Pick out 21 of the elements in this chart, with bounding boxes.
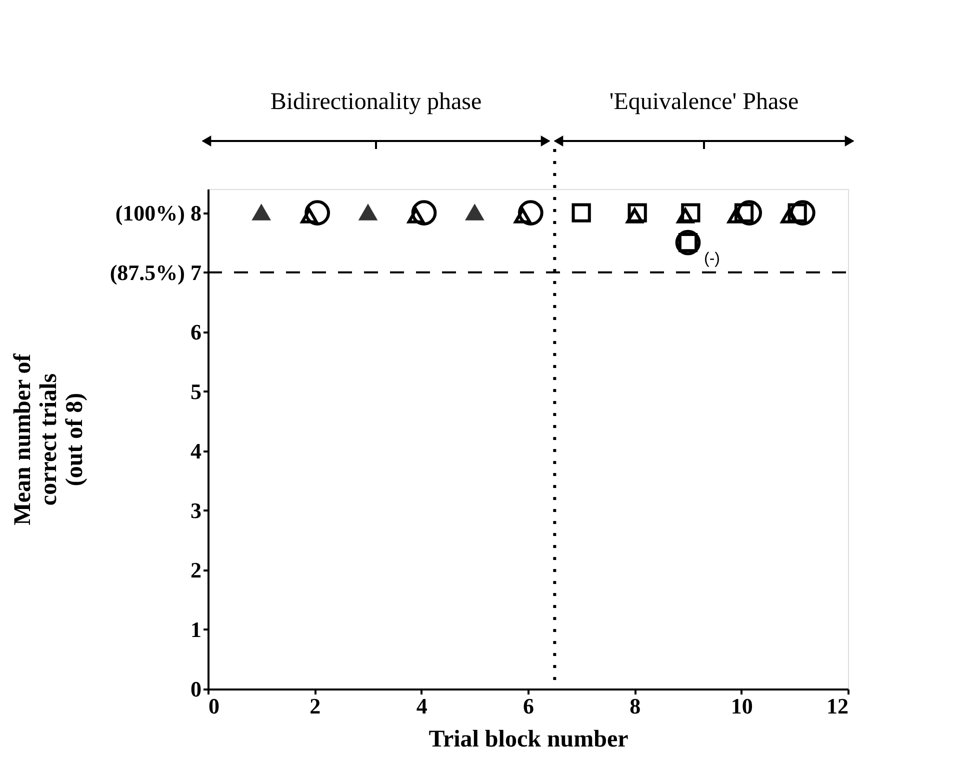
x-tick-label: 12 bbox=[826, 694, 848, 718]
y-tick-label: 5 bbox=[190, 378, 202, 404]
text: 'Equivalence' Phase bbox=[609, 89, 799, 115]
x-axis-title: Trial block number bbox=[428, 726, 629, 752]
x-tick-label: 0 bbox=[208, 694, 220, 718]
y-tick-label: 0 bbox=[190, 676, 202, 702]
y-axis-title: Mean number of correct trials (out of 8) bbox=[10, 352, 88, 526]
x-tick-label: 8 bbox=[630, 694, 641, 718]
y-tick-label: 4 bbox=[190, 438, 202, 464]
text: Bidirectionality phase bbox=[270, 89, 482, 115]
y-tick-label: 1 bbox=[190, 616, 202, 642]
annotation: (-) bbox=[704, 250, 720, 268]
x-tick-label: 10 bbox=[730, 694, 753, 718]
y-tick-label: (100%) 8 bbox=[115, 200, 202, 226]
x-tick-label: 4 bbox=[416, 694, 428, 718]
y-tick-label: 2 bbox=[190, 557, 202, 582]
y-tick-label: 3 bbox=[190, 498, 202, 523]
y-tick-label: (87.5%) 7 bbox=[110, 260, 202, 285]
y-tick-label: 6 bbox=[190, 319, 202, 344]
x-tick-label: 6 bbox=[523, 694, 534, 718]
x-tick-label: 2 bbox=[310, 694, 321, 718]
